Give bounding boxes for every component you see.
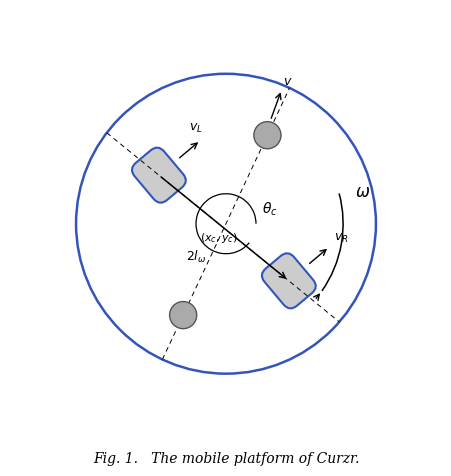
FancyBboxPatch shape xyxy=(132,148,185,203)
Text: $(x_c, y_c)$: $(x_c, y_c)$ xyxy=(200,231,238,245)
Text: $\theta_c$: $\theta_c$ xyxy=(261,200,277,218)
Text: $v_R$: $v_R$ xyxy=(333,232,347,246)
Text: Fig. 1.   The mobile platform of Curzr.: Fig. 1. The mobile platform of Curzr. xyxy=(92,453,359,466)
Text: $2l_\omega$: $2l_\omega$ xyxy=(185,248,206,265)
Text: $v$: $v$ xyxy=(282,75,292,88)
Circle shape xyxy=(169,302,196,328)
Circle shape xyxy=(253,122,281,149)
Text: $\omega$: $\omega$ xyxy=(354,184,369,201)
Text: $v_L$: $v_L$ xyxy=(189,121,202,135)
FancyBboxPatch shape xyxy=(261,253,315,308)
